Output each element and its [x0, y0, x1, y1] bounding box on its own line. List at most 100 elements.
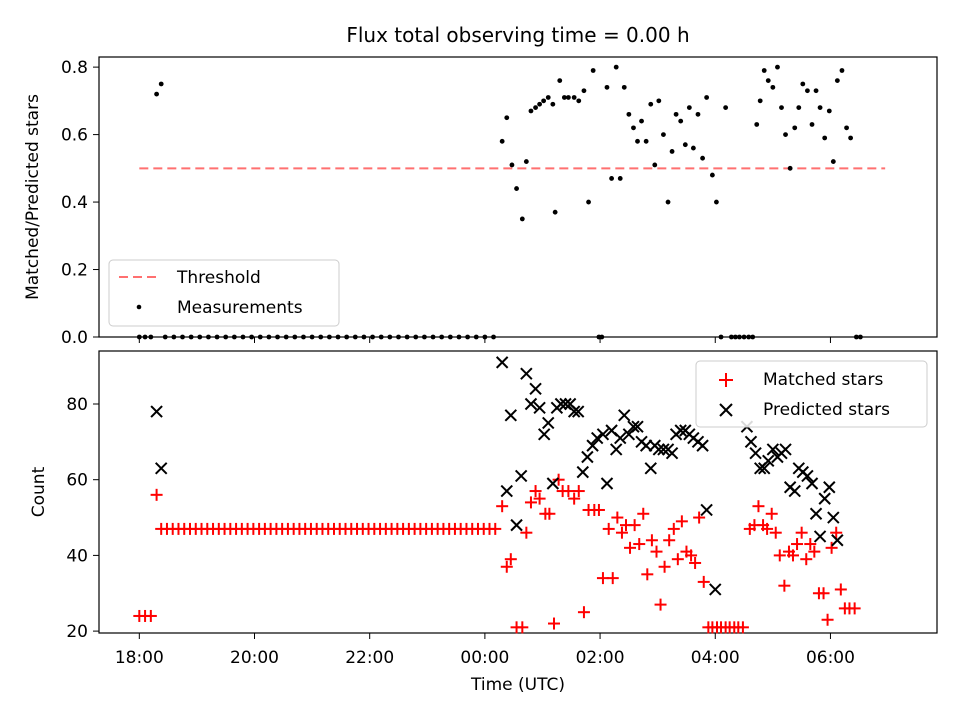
predicted-star-point: [758, 462, 771, 475]
measurement-point: [197, 334, 203, 340]
matched-star-point: [808, 545, 821, 558]
measurement-point: [142, 334, 148, 340]
predicted-star-point: [554, 397, 568, 411]
matched-star-point: [654, 598, 667, 611]
predicted-star-point: [500, 484, 513, 498]
predicted-star-point: [827, 511, 840, 524]
bottom-axes-frame: [98, 350, 938, 634]
measurement-point: [413, 334, 419, 340]
y-tick-label: 80: [66, 395, 88, 415]
measurement-point: [552, 209, 558, 215]
measurement-point: [665, 199, 671, 205]
y-tick-label: 40: [66, 546, 88, 566]
matched-star-point: [624, 541, 637, 554]
measurement-point: [249, 334, 255, 340]
measurement-point: [283, 334, 289, 340]
predicted-star-point: [533, 401, 546, 414]
measurement-point: [757, 98, 763, 104]
matched-star-point: [689, 556, 702, 569]
predicted-star-point: [586, 439, 599, 452]
bottom-y-ticks: 20 40 60 80: [66, 395, 99, 642]
legend-matched-swatch: [719, 373, 733, 387]
measurement-point: [148, 334, 154, 340]
measurement-point: [678, 118, 684, 124]
measurement-points: [136, 64, 863, 340]
matched-star-point: [804, 538, 817, 551]
matched-star-point: [830, 526, 843, 539]
predicted-star-point: [674, 424, 687, 437]
measurement-point: [669, 149, 675, 154]
measurement-point: [648, 101, 654, 107]
predicted-star-point: [154, 462, 168, 475]
top-y-axis-label: Matched/Predicted stars: [23, 94, 43, 300]
measurement-point: [599, 334, 605, 340]
measurement-point: [626, 111, 632, 117]
measurement-point: [690, 145, 696, 151]
measurement-point: [800, 81, 806, 87]
measurement-point: [733, 334, 738, 340]
matched-star-point: [496, 500, 509, 513]
measurement-point: [728, 334, 734, 340]
measurement-point: [396, 334, 401, 340]
predicted-star-point: [813, 530, 827, 543]
matched-star-point: [825, 541, 838, 554]
matched-star-point: [736, 621, 749, 634]
matched-star-point: [685, 549, 698, 562]
matched-star-point: [520, 526, 533, 539]
matched-star-point: [602, 522, 615, 535]
predicted-star-point: [567, 405, 581, 418]
matched-star-point: [697, 575, 710, 588]
matched-star-point: [533, 492, 546, 505]
matched-star-point: [500, 560, 513, 573]
predicted-star-point: [749, 446, 762, 460]
measurement-point: [180, 334, 185, 340]
measurement-point: [839, 68, 845, 73]
predicted-star-point: [805, 477, 819, 490]
measurement-point: [387, 334, 393, 340]
x-tick-label: 18:00: [115, 648, 164, 668]
measurement-point: [439, 334, 445, 340]
predicted-star-point: [495, 356, 509, 369]
measurement-point: [223, 334, 229, 340]
measurement-point: [378, 334, 384, 340]
measurement-point: [447, 334, 453, 340]
matched-star-point: [150, 488, 163, 501]
predicted-star-point: [510, 518, 523, 532]
legend-matched-label: Matched stars: [763, 370, 883, 390]
measurement-point: [154, 91, 159, 97]
matched-star-point: [787, 549, 800, 562]
measurement-point: [482, 334, 488, 340]
predicted-star-point: [631, 420, 644, 433]
measurement-point: [214, 334, 220, 340]
predicted-star-point: [788, 484, 801, 498]
measurement-point: [682, 142, 688, 148]
measurement-point: [741, 334, 747, 340]
matched-star-point: [765, 507, 778, 520]
matched-star-point: [778, 579, 791, 592]
measurement-point: [746, 334, 752, 340]
matched-star-point: [773, 549, 786, 562]
measurement-point: [571, 95, 577, 100]
legend-measurement-label: Measurements: [177, 298, 303, 318]
measurement-point: [422, 334, 427, 340]
matched-star-point: [817, 587, 830, 600]
matched-star-point: [671, 553, 684, 566]
predicted-star-point: [644, 462, 657, 475]
predicted-star-point: [524, 397, 538, 411]
measurement-point: [430, 334, 436, 340]
measurement-point: [301, 334, 306, 340]
predicted-star-point: [709, 583, 722, 596]
measurement-point: [404, 334, 410, 340]
matched-star-point: [504, 553, 517, 566]
matched-star-point: [615, 526, 628, 539]
predicted-star-point: [823, 481, 836, 494]
measurement-point: [830, 159, 836, 164]
matched-star-point: [761, 522, 774, 535]
measurement-point: [171, 334, 177, 340]
measurement-point: [834, 78, 840, 84]
predicted-star-point: [627, 420, 640, 433]
y-tick-label: 0.4: [61, 193, 88, 213]
measurement-point: [844, 125, 849, 131]
top-axes-frame: [98, 56, 938, 338]
predicted-star-point: [529, 382, 542, 396]
